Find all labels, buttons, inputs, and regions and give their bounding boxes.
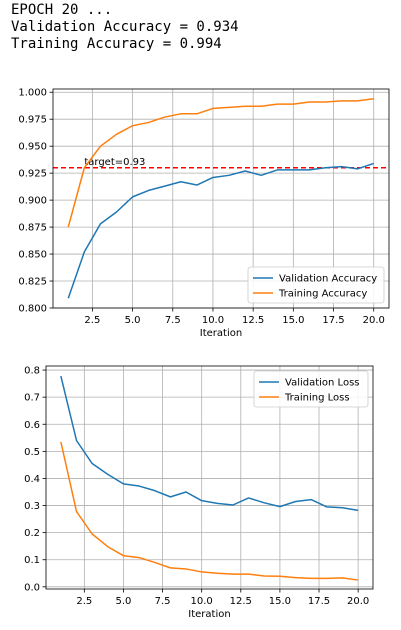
plot-frame	[52, 88, 390, 309]
chart-2: 2.5 5.0 7.5 10.0 12.5 15.0 17.5 20.0 0.0 0.1 0.2 0.…	[24, 365, 374, 620]
y-tick-label: 0.950	[18, 142, 47, 153]
x-tick-label: 10.0	[202, 315, 224, 326]
legend-box	[253, 370, 369, 408]
y-tick-label: 1.000	[18, 88, 47, 99]
legend-label: Training Accuracy	[278, 289, 367, 300]
x-axis-label: Iteration	[200, 328, 242, 339]
x-tick-label: 5.0	[115, 596, 131, 607]
y-tick-label: 0.4	[24, 474, 40, 485]
y-tick-label: 0.850	[18, 250, 47, 261]
x-tick-label: 12.5	[230, 596, 252, 607]
y-tick-label: 0.875	[18, 223, 47, 234]
x-tick-label: 20.0	[363, 315, 385, 326]
x-tick-label: 17.5	[308, 596, 330, 607]
training-accuracy-line: Training Accuracy = 0.994	[11, 36, 222, 52]
plot-frame	[45, 365, 374, 590]
y-tick-label: 0.3	[24, 501, 40, 512]
x-tick-label: 2.5	[84, 315, 100, 326]
x-tick-label: 15.0	[269, 596, 291, 607]
legend: Validation Loss Training Loss	[253, 370, 369, 408]
y-tick-label: 0.1	[24, 555, 40, 566]
y-tick-label: 0.825	[18, 277, 47, 288]
y-tick-label: 0.7	[24, 393, 40, 404]
x-tick-label: 17.5	[322, 315, 344, 326]
y-tick-label: 0.5	[24, 447, 40, 458]
legend-label: Training Loss	[284, 393, 350, 404]
y-tick-label: 0.800	[18, 304, 47, 315]
series-line-validation-loss	[60, 375, 359, 512]
legend-label: Validation Loss	[285, 378, 360, 389]
y-tick-label: 0.0	[24, 582, 40, 593]
series-line-training-accuracy	[67, 97, 374, 228]
y-tick-label: 0.925	[18, 169, 47, 180]
x-tick-label: 5.0	[125, 315, 141, 326]
training-log: EPOCH 20 ... Validation Accuracy = 0.934…	[11, 2, 239, 53]
legend: Validation Accuracy Training Accuracy	[247, 266, 385, 304]
x-tick-label: 2.5	[76, 596, 92, 607]
x-tick-label: 7.5	[165, 315, 181, 326]
target-label: target=0.93	[84, 157, 145, 168]
x-tick-label: 7.5	[155, 596, 171, 607]
x-tick-label: 15.0	[282, 315, 304, 326]
y-tick-label: 0.900	[18, 196, 47, 207]
epoch-line: EPOCH 20 ...	[11, 2, 113, 18]
y-tick-label: 0.2	[24, 528, 40, 539]
legend-box	[247, 266, 385, 304]
legend-label: Validation Accuracy	[279, 274, 377, 285]
y-tick-label: 0.6	[24, 420, 40, 431]
x-tick-label: 10.0	[191, 596, 213, 607]
x-axis-label: Iteration	[188, 609, 230, 620]
series-line-validation-accuracy	[67, 162, 374, 299]
series-line-training-loss	[60, 441, 359, 581]
x-tick-label: 20.0	[347, 596, 369, 607]
y-tick-label: 0.8	[24, 366, 40, 377]
validation-accuracy-line: Validation Accuracy = 0.934	[11, 19, 239, 35]
x-tick-label: 12.5	[242, 315, 264, 326]
chart-1: 2.5 5.0 7.5 10.0 12.5 15.0 17.5 20.0 0.800 0.825 0…	[18, 88, 390, 339]
y-tick-label: 0.975	[18, 115, 47, 126]
